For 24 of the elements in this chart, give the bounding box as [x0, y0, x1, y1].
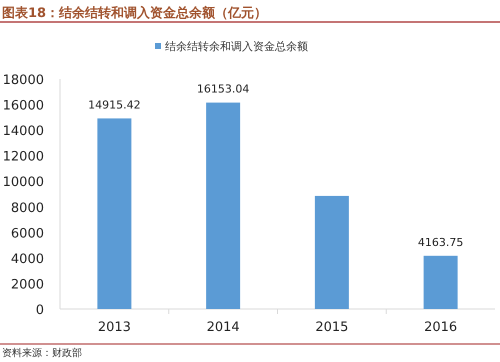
- chart-title: 图表18：结余结转和调入资金总余额（亿元）: [2, 5, 268, 21]
- y-tick-label: 16000: [2, 98, 44, 114]
- y-tick-label: 18000: [2, 73, 44, 88]
- data-label: 4163.75: [418, 236, 464, 249]
- bar: [314, 196, 349, 309]
- data-label: 14915.42: [88, 98, 141, 112]
- y-tick-label: 0: [36, 303, 44, 318]
- bar: [97, 118, 132, 309]
- bar: [206, 102, 240, 309]
- x-tick-label: 2015: [315, 320, 348, 335]
- x-tick-label: 2016: [424, 320, 458, 335]
- legend-label: 结余结转余和调入资金总余额: [165, 40, 308, 53]
- y-tick-label: 4000: [10, 252, 44, 267]
- y-tick-label: 6000: [10, 226, 44, 242]
- text: 资料来源：财政部: [2, 347, 82, 359]
- y-tick-label: 14000: [2, 124, 44, 140]
- y-tick-label: 10000: [2, 175, 44, 190]
- y-tick-label: 12000: [2, 150, 44, 165]
- data-label: 16153.04: [196, 82, 250, 96]
- y-tick-label: 8000: [10, 200, 44, 216]
- bar: [424, 256, 458, 309]
- x-tick-label: 2013: [98, 320, 131, 335]
- x-tick-label: 2014: [206, 320, 240, 335]
- y-tick-label: 2000: [10, 277, 44, 292]
